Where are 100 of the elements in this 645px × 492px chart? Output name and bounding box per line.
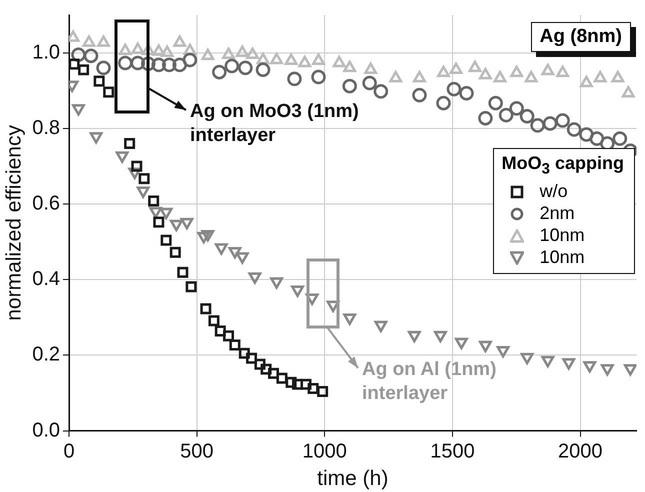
point xyxy=(248,272,262,284)
point xyxy=(212,64,227,80)
point xyxy=(496,346,510,358)
point xyxy=(228,247,242,258)
point xyxy=(541,64,554,76)
point xyxy=(562,358,576,370)
point xyxy=(246,47,259,59)
point xyxy=(520,352,534,364)
legend-title: MoO$_{3}$ capping xyxy=(502,153,624,178)
point xyxy=(520,109,534,124)
point xyxy=(590,131,604,146)
point xyxy=(270,277,284,289)
point xyxy=(437,66,450,78)
point xyxy=(270,52,284,64)
point xyxy=(160,46,174,58)
x-tick-label: 1500 xyxy=(430,440,475,462)
point xyxy=(454,338,468,350)
point xyxy=(222,47,235,59)
point xyxy=(170,246,181,258)
point xyxy=(138,173,150,184)
point xyxy=(256,62,270,78)
y-axis-title: normalized efficiency xyxy=(2,124,26,321)
point xyxy=(389,70,402,82)
point xyxy=(131,160,142,172)
point xyxy=(374,320,388,332)
point xyxy=(246,352,258,364)
y-tick-label: 0.2 xyxy=(32,344,60,366)
point xyxy=(153,216,164,228)
point xyxy=(223,330,234,342)
point xyxy=(530,118,545,133)
annotation: Ag on MoO3 (1nm) interlayer xyxy=(190,101,359,146)
point xyxy=(118,56,132,70)
point xyxy=(118,44,132,56)
point xyxy=(343,314,356,326)
y-tick-label: 1.0 xyxy=(32,41,60,64)
point xyxy=(624,364,636,376)
legend-label: 10nm xyxy=(540,225,585,246)
y-tick-label: 0.6 xyxy=(32,192,60,215)
point xyxy=(600,364,614,376)
point xyxy=(97,35,110,47)
y-tick-label: 0.8 xyxy=(32,116,60,139)
point xyxy=(130,56,146,70)
point xyxy=(408,330,421,342)
legend-label: 10nm xyxy=(540,247,585,268)
annotation: Ag on Al (1nm) interlayer xyxy=(362,359,496,404)
point xyxy=(566,122,582,137)
point xyxy=(160,234,172,246)
point xyxy=(579,127,594,142)
x-tick-label: 1000 xyxy=(302,440,347,462)
point xyxy=(459,86,474,100)
x-tick-label: 2000 xyxy=(558,440,603,462)
point xyxy=(555,113,570,128)
x-tick-label: 500 xyxy=(180,440,214,462)
point xyxy=(224,58,240,74)
point xyxy=(298,56,312,68)
point xyxy=(197,232,210,244)
point xyxy=(300,378,312,390)
point xyxy=(173,35,186,47)
point xyxy=(229,340,240,350)
point xyxy=(332,56,346,68)
point xyxy=(182,52,198,68)
point xyxy=(468,60,482,72)
point xyxy=(478,340,492,352)
x-tick-label: 0 xyxy=(63,440,75,462)
point xyxy=(69,58,80,70)
point xyxy=(434,330,447,342)
point xyxy=(374,84,388,99)
point xyxy=(556,66,570,78)
y-tick-label: 0.4 xyxy=(32,268,60,290)
point xyxy=(151,58,166,72)
point xyxy=(131,42,144,54)
point xyxy=(84,48,98,64)
point xyxy=(494,70,506,82)
point xyxy=(450,62,462,74)
point xyxy=(343,60,356,72)
point xyxy=(94,76,105,87)
point xyxy=(542,116,558,131)
point xyxy=(311,70,326,84)
point xyxy=(96,60,111,76)
point xyxy=(152,44,166,56)
point xyxy=(162,58,176,72)
point xyxy=(201,48,214,60)
point xyxy=(412,88,427,102)
point xyxy=(124,138,136,150)
point xyxy=(149,206,162,218)
point xyxy=(214,326,226,336)
point xyxy=(148,195,160,206)
point xyxy=(509,101,524,116)
point xyxy=(541,356,554,368)
y-tick-label: 0.0 xyxy=(32,419,60,442)
point xyxy=(413,70,426,82)
point xyxy=(594,70,607,82)
point xyxy=(172,58,187,72)
point xyxy=(612,131,628,146)
point xyxy=(268,368,279,379)
point xyxy=(342,78,357,94)
legend-label: 2nm xyxy=(540,203,575,224)
point xyxy=(208,315,220,326)
point xyxy=(276,372,288,384)
point xyxy=(478,110,493,126)
